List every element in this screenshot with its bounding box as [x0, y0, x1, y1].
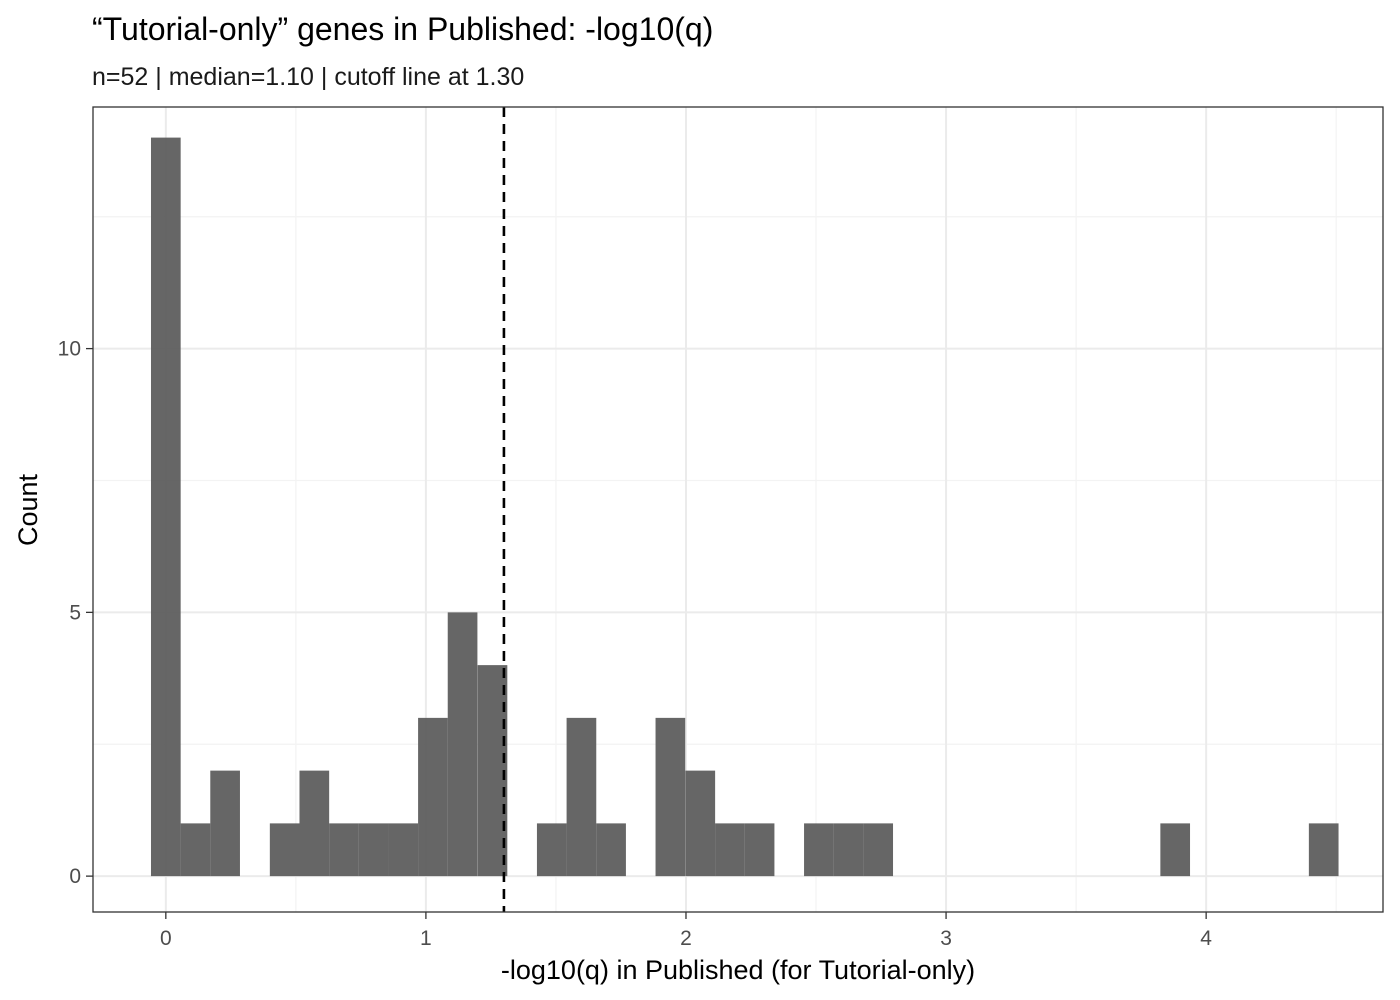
minor-gridlines: [93, 107, 1383, 912]
plot-panel: [93, 107, 1383, 912]
histogram-bar: [388, 823, 419, 877]
histogram-bar: [1308, 823, 1339, 877]
histogram-bar: [358, 823, 389, 877]
x-tick-label: 2: [680, 927, 692, 950]
histogram-bar: [804, 823, 834, 877]
histogram-bar: [180, 823, 211, 877]
histogram-bar: [447, 612, 478, 877]
panel-border: [92, 106, 1384, 913]
y-axis: 0 5 10: [58, 338, 93, 888]
histogram-bar: [596, 823, 626, 877]
x-tick-label: 0: [160, 927, 172, 950]
histogram-bar: [477, 665, 508, 877]
histogram-bar: [299, 770, 330, 877]
histogram-bar: [210, 770, 240, 877]
x-tick-label: 4: [1200, 927, 1212, 950]
histogram-bar: [418, 717, 448, 877]
y-tick-label: 10: [58, 338, 81, 361]
histogram-bar: [150, 137, 181, 877]
x-axis: 0 1 2 3 4: [160, 912, 1212, 950]
x-tick-label: 3: [940, 927, 952, 950]
chart-subtitle: n=52 | median=1.10 | cutoff line at 1.30: [92, 63, 524, 91]
y-axis-title: Count: [13, 473, 43, 546]
histogram-bar: [329, 823, 359, 877]
histogram-bar: [269, 823, 300, 877]
y-tick-label: 5: [69, 601, 81, 624]
histogram-bar: [685, 770, 716, 877]
histogram-bars: [150, 137, 1339, 877]
y-tick-label: 0: [69, 865, 81, 888]
histogram-bar: [655, 717, 686, 877]
histogram-bar: [1160, 823, 1191, 877]
x-axis-title: -log10(q) in Published (for Tutorial-onl…: [501, 955, 975, 985]
chart-title: “Tutorial-only” genes in Published: -log…: [92, 11, 713, 47]
histogram-bar: [715, 823, 745, 877]
x-tick-label: 1: [420, 927, 432, 950]
histogram-bar: [833, 823, 864, 877]
histogram-bar: [536, 823, 567, 877]
histogram-bar: [566, 717, 597, 877]
histogram-bar: [863, 823, 894, 877]
histogram-bar: [744, 823, 775, 877]
